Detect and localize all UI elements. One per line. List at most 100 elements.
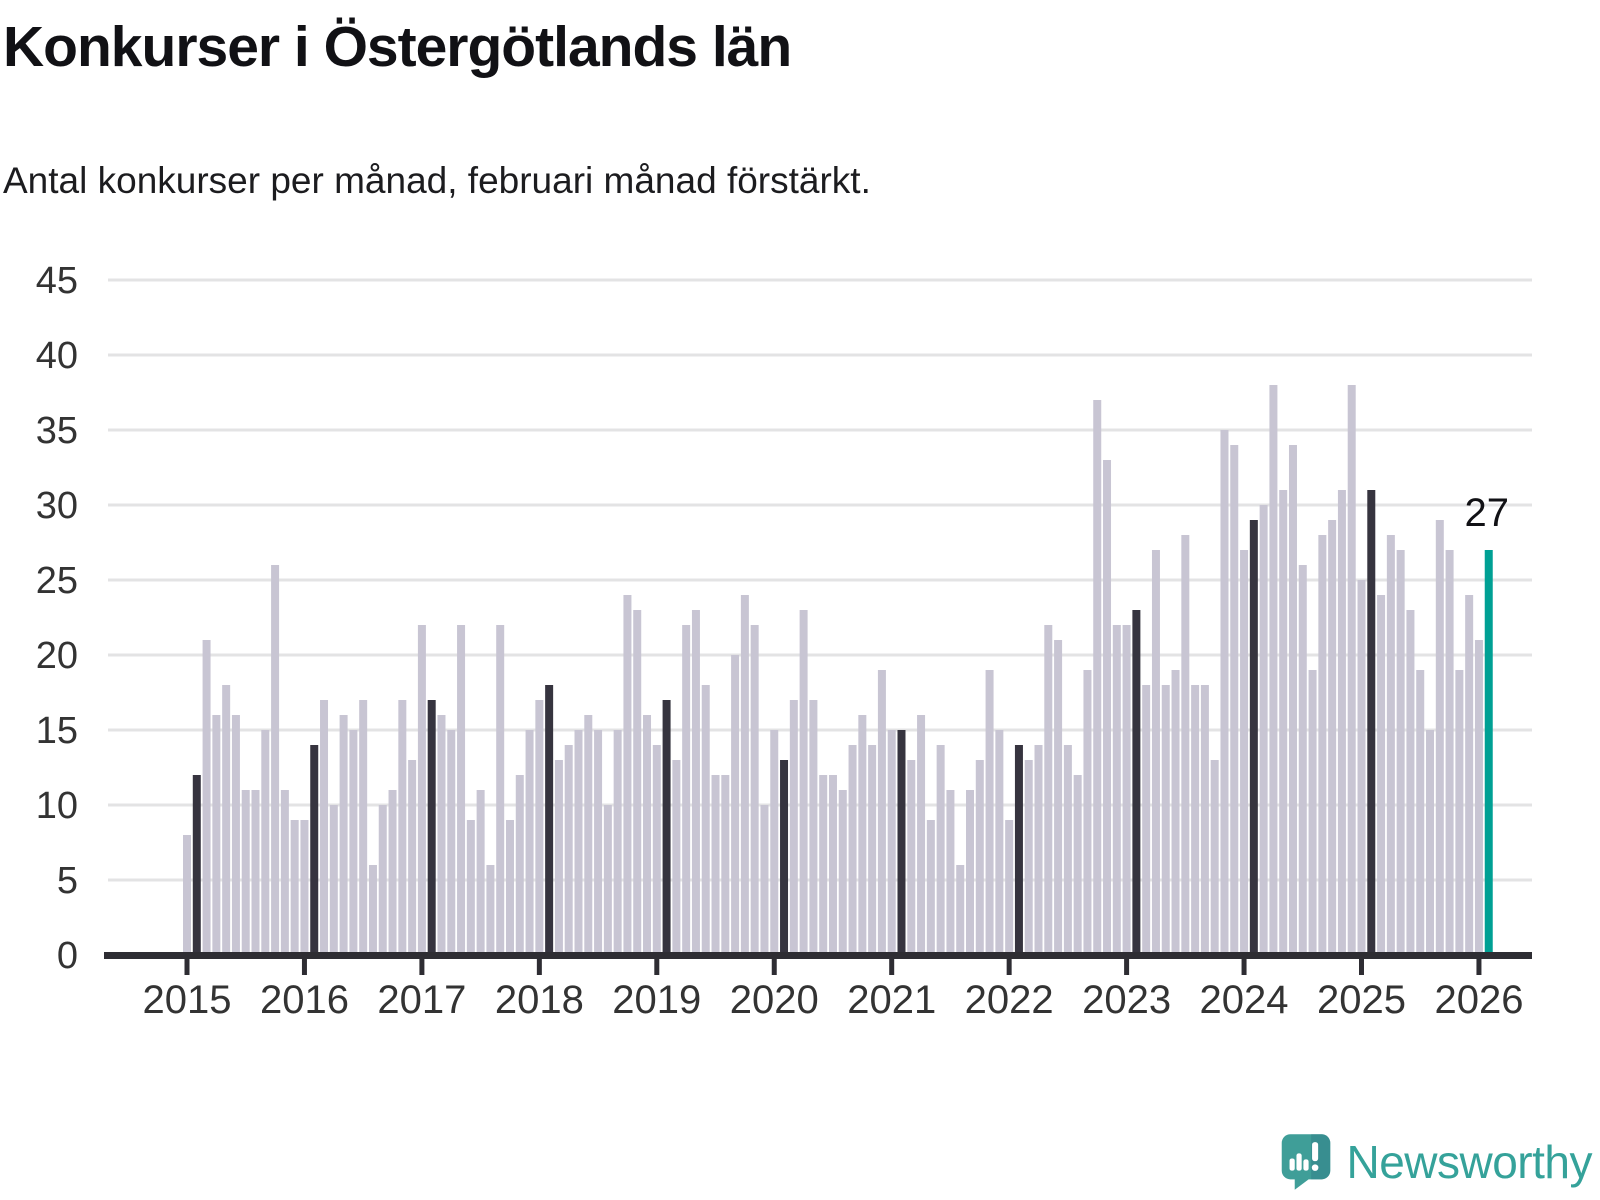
x-tick: [654, 959, 660, 975]
bar: [241, 790, 250, 955]
bar: [368, 865, 377, 955]
x-tick: [1359, 959, 1364, 975]
bar: [290, 820, 299, 955]
bar: [1288, 445, 1297, 955]
bar: [907, 760, 916, 955]
y-tick-label: 10: [36, 785, 78, 827]
x-tick-label: 2020: [730, 978, 819, 1022]
bar: [525, 730, 534, 955]
bar: [809, 700, 818, 955]
x-tick-label: 2016: [260, 978, 349, 1022]
bar: [574, 730, 583, 955]
x-tick: [536, 959, 542, 975]
bar: [877, 670, 886, 955]
bar: [1034, 745, 1043, 955]
bar: [1191, 685, 1200, 955]
bar: [975, 760, 984, 955]
bar: [887, 730, 896, 955]
bar: [917, 715, 926, 955]
y-tick-label: 40: [36, 335, 78, 377]
bar: [1416, 670, 1425, 955]
bar: [848, 745, 857, 955]
newsworthy-logo: Newsworthy: [1280, 1132, 1592, 1192]
bar: [721, 775, 730, 955]
bar: [329, 805, 338, 955]
bar-february: [545, 685, 554, 955]
bar: [1347, 385, 1356, 955]
bar: [868, 745, 877, 955]
bar-february: [1249, 520, 1258, 955]
x-tick: [184, 959, 190, 975]
bar-february: [780, 760, 789, 955]
bar: [1357, 580, 1366, 955]
x-tick: [1124, 959, 1130, 975]
bar: [1455, 670, 1464, 955]
bar: [995, 730, 1004, 955]
bar: [398, 700, 407, 955]
bar: [799, 610, 808, 955]
x-tick: [1006, 959, 1012, 975]
x-tick-label: 2023: [1082, 978, 1171, 1022]
bar: [1259, 505, 1268, 955]
y-tick-label: 35: [36, 410, 78, 452]
bar: [1474, 640, 1483, 955]
bar: [1220, 430, 1229, 955]
bar: [417, 625, 426, 955]
bar: [682, 625, 691, 955]
bar: [1298, 565, 1307, 955]
bar-february: [1367, 490, 1376, 955]
bar: [613, 730, 622, 955]
bar: [300, 820, 309, 955]
bar: [1269, 385, 1278, 955]
bar-february: [192, 775, 201, 955]
bar: [1044, 625, 1053, 955]
bar: [496, 625, 505, 955]
bar: [1308, 670, 1317, 955]
bar: [349, 730, 358, 955]
bar: [760, 805, 769, 955]
last-value-label: 27: [1464, 491, 1509, 535]
x-tick: [771, 959, 777, 975]
bar: [1396, 550, 1405, 955]
bar: [1024, 760, 1033, 955]
bar: [1181, 535, 1190, 955]
bar-february: [310, 745, 319, 955]
bar: [1406, 610, 1415, 955]
x-tick: [889, 959, 895, 975]
bar: [1073, 775, 1082, 955]
bar: [320, 700, 329, 955]
bar: [378, 805, 387, 955]
bar: [251, 790, 260, 955]
bar: [1386, 535, 1395, 955]
bar: [183, 835, 191, 955]
bar: [1005, 820, 1014, 955]
bar: [1142, 685, 1151, 955]
x-axis-line: [104, 952, 1532, 959]
y-tick-label: 0: [57, 935, 78, 977]
bar: [633, 610, 642, 955]
bar: [1210, 760, 1219, 955]
bar: [564, 745, 573, 955]
bar: [603, 805, 612, 955]
bar-highlight-feb-2026: [1484, 550, 1493, 955]
bar: [202, 640, 211, 955]
x-tick: [419, 959, 425, 975]
y-tick-label: 20: [36, 635, 78, 677]
bar: [1279, 490, 1288, 955]
bar: [858, 715, 867, 955]
y-tick-label: 30: [36, 485, 78, 527]
bar: [750, 625, 759, 955]
bar: [789, 700, 798, 955]
bar: [740, 595, 749, 955]
bar: [1103, 460, 1112, 955]
x-tick-label: 2025: [1317, 978, 1406, 1022]
bar: [271, 565, 280, 955]
bar: [1230, 445, 1239, 955]
bar: [280, 790, 289, 955]
bar: [672, 760, 681, 955]
bar: [1200, 685, 1209, 955]
bar: [1426, 730, 1435, 955]
bar: [1328, 520, 1337, 955]
bar: [535, 700, 544, 955]
x-tick-label: 2015: [143, 978, 232, 1022]
